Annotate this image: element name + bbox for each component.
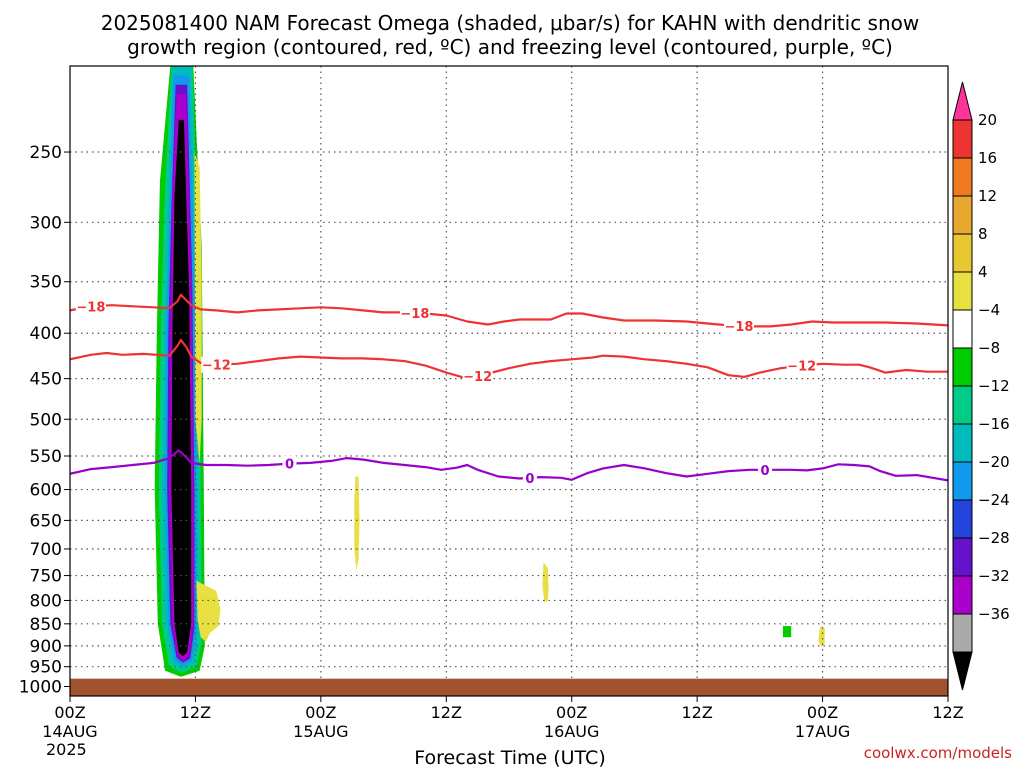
colorbar-arrow-bottom [952, 651, 973, 691]
omega-shade-6 [171, 119, 192, 657]
x-tick-label-72: 00Z [807, 703, 838, 722]
contour-label-0-0: −18 [76, 300, 105, 315]
colorbar-label-12: −32 [978, 567, 1010, 585]
chart-title-line1: 2025081400 NAM Forecast Omega (shaded, μ… [101, 11, 920, 35]
contour-label-0-2: −18 [724, 320, 753, 335]
x-tick-sublabel-0: 14AUG [42, 722, 97, 741]
axes: 2503003504004505005506006507007508008509… [19, 65, 964, 759]
x-axis-label: Forecast Time (UTC) [414, 747, 605, 768]
colorbar-arrow-top [952, 81, 973, 121]
colorbar-swatch-12 [952, 537, 973, 577]
colorbar-label-9: −20 [978, 453, 1010, 471]
contour-label-bg-2-0 [282, 455, 297, 472]
y-tick-label-850: 850 [30, 615, 62, 635]
colorbar: 20 16 12 8 4 −4 −8 −12 −16 −20 −24 −28 −32 −36 [952, 81, 1010, 691]
colorbar-label-1: 16 [978, 149, 997, 167]
x-tick-label-0: 00Z [54, 703, 85, 722]
contour-label-1-0: −12 [202, 359, 231, 374]
contour-label-bg-1-1 [462, 368, 493, 385]
contour-line-0 [70, 293, 948, 328]
plot-inner: −18 −18 −18 −12 −12 −12 0 0 0 [70, 66, 948, 696]
colorbar-label-2: 12 [978, 187, 997, 205]
x-tick-label-60: 12Z [681, 703, 712, 722]
colorbar-swatch-5 [952, 271, 973, 311]
colorbar-label-7: −12 [978, 377, 1010, 395]
x-tick-label-36: 12Z [431, 703, 462, 722]
omega-shade-10 [542, 562, 549, 603]
y-tick-label-350: 350 [30, 273, 62, 293]
colorbar-swatch-3 [952, 195, 973, 235]
contour-label-2-2: 0 [761, 464, 770, 479]
colorbar-swatch-10 [952, 461, 973, 501]
omega-shade-8 [196, 580, 221, 642]
colorbar-label-6: −8 [978, 339, 1000, 357]
colorbar-swatch-4 [952, 233, 973, 273]
contour-label-2-0: 0 [285, 458, 294, 473]
x-tick-year-0: 2025 [46, 740, 87, 759]
x-tick-label-24: 00Z [305, 703, 336, 722]
y-tick-label-450: 450 [30, 370, 62, 390]
colorbar-swatch-2 [952, 157, 973, 197]
contour-label-2-1: 0 [525, 472, 534, 487]
colorbar-label-13: −36 [978, 605, 1010, 623]
contour-label-bg-2-2 [758, 461, 773, 478]
credit-text: coolwx.com/models [864, 744, 1012, 762]
colorbar-swatch-6 [952, 309, 973, 349]
y-tick-label-300: 300 [30, 213, 62, 233]
colorbar-label-3: 8 [978, 225, 988, 243]
ground-fill [70, 678, 948, 696]
contour-line-2 [70, 449, 948, 482]
omega-shade-11 [782, 626, 792, 638]
contour-label-1-1: −12 [463, 370, 492, 385]
contour-label-bg-1-0 [201, 356, 232, 373]
colorbar-swatch-13 [952, 575, 973, 615]
chart-title-line2: growth region (contoured, red, ºC) and f… [127, 35, 893, 59]
contour-label-bg-0-1 [399, 304, 430, 321]
x-tick-label-12: 12Z [180, 703, 211, 722]
y-tick-label-400: 400 [30, 324, 62, 344]
x-tick-sublabel-24: 15AUG [293, 722, 348, 741]
colorbar-label-5: −4 [978, 301, 1000, 319]
colorbar-swatch-14 [952, 613, 973, 653]
colorbar-label-11: −28 [978, 529, 1010, 547]
contour-label-bg-1-2 [786, 357, 817, 374]
plot-area: −18 −18 −18 −12 −12 −12 0 0 0 [70, 66, 948, 696]
y-tick-label-700: 700 [30, 540, 62, 560]
x-tick-sublabel-72: 17AUG [795, 722, 850, 741]
colorbar-swatch-7 [952, 347, 973, 387]
y-tick-label-650: 650 [30, 511, 62, 531]
contour-label-bg-0-2 [723, 317, 754, 334]
colorbar-swatch-8 [952, 385, 973, 425]
colorbar-swatch-9 [952, 423, 973, 463]
colorbar-label-0: 20 [978, 111, 997, 129]
y-tick-label-550: 550 [30, 447, 62, 467]
y-tick-label-750: 750 [30, 567, 62, 587]
contour-label-bg-0-0 [75, 298, 106, 315]
y-tick-label-800: 800 [30, 591, 62, 611]
contour-label-bg-2-1 [522, 469, 537, 486]
plot-frame [69, 65, 949, 697]
contour-label-1-2: −12 [787, 360, 816, 375]
colorbar-swatch-11 [952, 499, 973, 539]
y-tick-label-950: 950 [30, 658, 62, 678]
x-tick-label-48: 00Z [556, 703, 587, 722]
y-tick-label-600: 600 [30, 481, 62, 501]
omega-shade-9 [354, 476, 360, 571]
y-tick-label-900: 900 [30, 637, 62, 657]
colorbar-label-8: −16 [978, 415, 1010, 433]
omega-shade-12 [818, 626, 825, 647]
x-tick-sublabel-48: 16AUG [544, 722, 599, 741]
colorbar-swatch-1 [952, 119, 973, 159]
y-tick-label-1000: 1000 [19, 677, 62, 697]
contour-label-0-1: −18 [400, 307, 429, 322]
colorbar-label-4: 4 [978, 263, 988, 281]
y-tick-label-500: 500 [30, 410, 62, 430]
x-tick-label-84: 12Z [932, 703, 963, 722]
colorbar-label-10: −24 [978, 491, 1010, 509]
y-tick-label-250: 250 [30, 143, 62, 163]
